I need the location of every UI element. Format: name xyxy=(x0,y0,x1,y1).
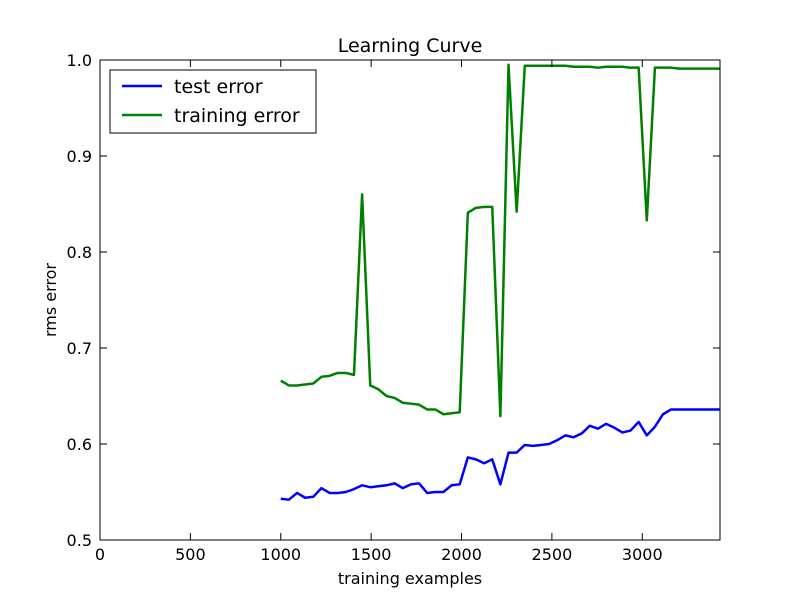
y-axis-title: rms error xyxy=(41,263,60,337)
series-line-test-error xyxy=(280,408,720,501)
legend-label-training-error: training error xyxy=(174,105,300,127)
tick-layer: 0 500 1000 1500 2000 2500 3000 0.5 0.6 0.7 0.8 0.9 1… xyxy=(67,51,720,564)
y-tick-label-0.6: 0.6 xyxy=(67,435,92,454)
y-tick-label-1.0: 1.0 xyxy=(67,51,92,70)
plot-frame xyxy=(99,59,721,541)
plot-area xyxy=(100,60,720,540)
y-tick-label-0.5: 0.5 xyxy=(67,531,92,550)
x-tick-label-2000: 2000 xyxy=(441,545,482,564)
x-tick-label-1000: 1000 xyxy=(260,545,301,564)
x-tick-label-0: 0 xyxy=(95,545,105,564)
x-tick-label-500: 500 xyxy=(175,545,206,564)
x-tick-label-1500: 1500 xyxy=(351,545,392,564)
x-tick-label-2500: 2500 xyxy=(532,545,573,564)
series-layer xyxy=(280,63,720,501)
y-tick-label-0.7: 0.7 xyxy=(67,339,92,358)
series-line-training-error xyxy=(280,63,720,418)
y-tick-label-0.9: 0.9 xyxy=(67,147,92,166)
legend-box xyxy=(109,69,317,134)
legend-label-test-error: test error xyxy=(174,76,263,98)
x-tick-label-3000: 3000 xyxy=(622,545,663,564)
chart-title: Learning Curve xyxy=(338,35,483,57)
x-axis-title: training examples xyxy=(338,569,482,588)
y-tick-label-0.8: 0.8 xyxy=(67,243,92,262)
legend: test error training error xyxy=(109,69,317,134)
